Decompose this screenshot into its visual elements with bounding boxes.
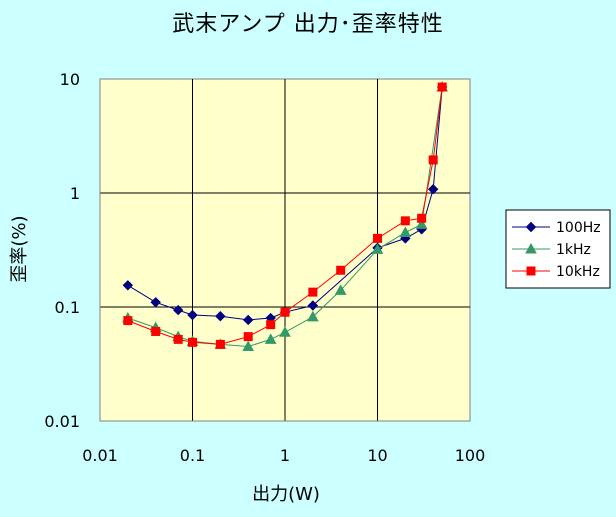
data-point-10khz (280, 307, 290, 317)
data-point-10khz (336, 265, 346, 275)
data-point-1khz (279, 326, 291, 337)
data-point-1khz (306, 310, 319, 322)
y-tick-label: 1 (70, 184, 80, 203)
chart-title: 武末アンプ 出力･歪率特性 (172, 12, 444, 37)
x-axis-title: 出力(W) (252, 484, 320, 505)
data-point-10khz (308, 287, 318, 297)
data-point-10khz (243, 332, 253, 342)
data-point-1khz (264, 333, 277, 344)
legend-label-100hz: 100Hz (556, 220, 601, 236)
data-point-10khz (266, 320, 276, 330)
y-tick-label: 0.01 (44, 412, 80, 431)
data-point-100hz (172, 304, 184, 316)
data-point-10khz (373, 233, 382, 243)
data-point-10khz (151, 326, 161, 336)
data-point-10khz (400, 216, 410, 226)
x-tick-label: 0.1 (180, 446, 205, 465)
data-point-100hz (187, 309, 198, 321)
data-point-10khz (428, 155, 438, 165)
data-point-10khz (437, 82, 447, 92)
y-axis-title: 歪率(%) (9, 215, 30, 283)
y-tick-label: 10 (60, 70, 80, 89)
x-tick-label: 100 (455, 446, 486, 465)
data-point-100hz (242, 314, 254, 326)
data-point-100hz (215, 311, 226, 322)
data-point-10khz (173, 334, 183, 344)
data-point-1khz (415, 218, 428, 229)
data-point-1khz (371, 243, 384, 254)
data-point-100hz (122, 280, 134, 291)
data-point-1khz (334, 284, 347, 295)
data-point-1khz (242, 340, 255, 352)
data-point-100hz (427, 183, 439, 195)
data-point-10khz (188, 337, 197, 347)
data-point-100hz (150, 297, 161, 308)
legend-marker-1khz (525, 242, 537, 254)
data-point-100hz (307, 300, 319, 311)
data-point-1khz (399, 226, 412, 238)
data-point-10khz (417, 213, 427, 223)
legend-label-10khz: 10kHz (556, 264, 600, 280)
legend-label-1khz: 1kHz (556, 242, 591, 258)
y-tick-label: 0.1 (55, 298, 80, 317)
x-tick-label: 1 (280, 446, 290, 465)
data-point-10khz (123, 316, 133, 326)
legend-marker-10khz (526, 266, 536, 276)
x-tick-label: 0.01 (82, 446, 118, 465)
x-tick-label: 10 (367, 446, 387, 465)
legend-marker-100hz (525, 221, 537, 233)
data-point-10khz (215, 339, 225, 349)
